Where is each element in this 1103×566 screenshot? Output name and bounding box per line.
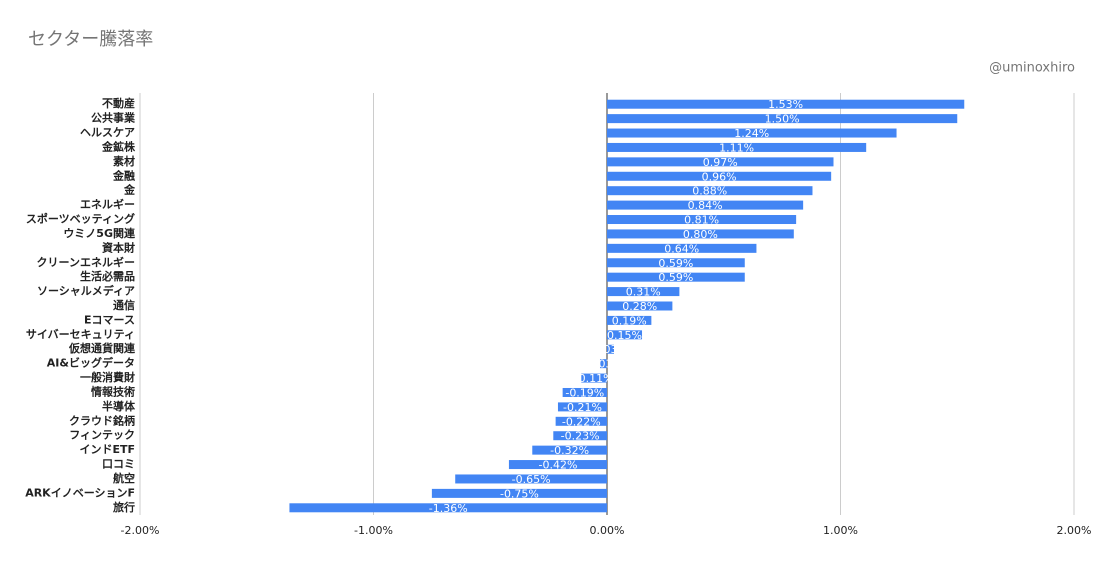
bar <box>607 287 680 297</box>
bar <box>289 503 607 513</box>
y-tick-label: 金融 <box>112 168 135 182</box>
value-label: 1.53% <box>768 98 803 111</box>
value-label: 0.88% <box>692 185 727 198</box>
bar <box>607 215 797 225</box>
value-label: -1.36% <box>429 502 468 515</box>
bar <box>607 114 958 124</box>
value-label: -0.65% <box>512 473 551 486</box>
x-tick-label: -1.00% <box>354 524 393 537</box>
value-label: -0.23% <box>561 430 600 443</box>
value-label: -0.75% <box>500 487 539 500</box>
bar <box>607 229 794 239</box>
bar <box>581 373 607 383</box>
value-label: 0.28% <box>622 300 657 313</box>
value-label: 0.96% <box>702 170 737 183</box>
x-tick-label: 0.00% <box>590 524 625 537</box>
bar <box>607 200 804 210</box>
bar <box>607 186 813 196</box>
value-label: 0.03% <box>593 343 628 356</box>
bar <box>607 330 643 340</box>
y-tick-label: スポーツベッティング <box>26 212 135 226</box>
x-tick-label: 2.00% <box>1057 524 1092 537</box>
y-tick-label: Eコマース <box>84 313 135 326</box>
y-tick-label: ARKイノベーションF <box>25 486 135 499</box>
value-label: -0.32% <box>550 444 589 457</box>
bar <box>553 431 607 441</box>
y-tick-label: 情報技術 <box>91 384 135 398</box>
y-tick-label: インドETF <box>79 443 135 456</box>
bar <box>555 416 607 426</box>
bar <box>607 142 867 152</box>
bar <box>455 474 607 484</box>
y-tick-label: 生活必需品 <box>80 269 135 283</box>
bar <box>431 488 607 498</box>
y-tick-label: エネルギー <box>80 197 135 211</box>
value-label: 0.64% <box>664 242 699 255</box>
y-tick-label: 不動産 <box>102 96 135 110</box>
value-label: -0.19% <box>565 386 604 399</box>
bar <box>607 315 652 325</box>
bar <box>532 445 607 455</box>
x-tick-label: -2.00% <box>121 524 160 537</box>
value-label: 0.19% <box>612 314 647 327</box>
bar <box>607 344 615 354</box>
value-label: -0.22% <box>562 415 601 428</box>
value-label: -0.03% <box>584 358 623 371</box>
bar <box>607 171 832 181</box>
y-tick-label: 公共事業 <box>91 111 136 125</box>
y-tick-label: 金鉱株 <box>101 139 136 153</box>
y-tick-label: ソーシャルメディア <box>37 284 135 298</box>
value-label: 0.97% <box>703 156 738 169</box>
value-label: 0.15% <box>607 329 642 342</box>
bar <box>562 387 607 397</box>
y-tick-label: 資本財 <box>102 240 135 254</box>
bar <box>607 128 897 138</box>
bar <box>607 258 745 268</box>
value-label: 0.84% <box>688 199 723 212</box>
y-tick-label: ヘルスケア <box>80 126 135 139</box>
y-tick-label: 素材 <box>113 154 135 168</box>
value-label: 1.50% <box>765 113 800 126</box>
bar <box>607 243 757 253</box>
y-tick-label: クリーンエネルギー <box>37 255 135 269</box>
y-tick-label: 金 <box>123 183 136 197</box>
y-tick-label: 旅行 <box>113 500 135 514</box>
y-tick-label: 仮想通貨関連 <box>68 341 136 355</box>
y-tick-label: 口コミ <box>102 458 135 471</box>
value-label: 0.59% <box>658 271 693 284</box>
bar <box>508 460 607 470</box>
y-tick-label: 通信 <box>113 298 135 312</box>
bar <box>607 272 745 282</box>
value-label: 0.59% <box>658 257 693 270</box>
value-label: 1.11% <box>719 141 754 154</box>
bar <box>607 301 673 311</box>
chart-title: セクター騰落率 <box>28 29 153 50</box>
value-label: 0.81% <box>684 214 719 227</box>
value-label: 0.31% <box>626 286 661 299</box>
bar <box>607 99 965 109</box>
bar <box>557 402 607 412</box>
y-tick-label: 半導体 <box>102 399 136 413</box>
y-tick-label: AI&ビッグデータ <box>47 356 135 370</box>
value-label: -0.42% <box>539 459 578 472</box>
y-tick-label: 一般消費財 <box>80 370 135 384</box>
y-tick-label: ウミノ5G関連 <box>63 226 136 240</box>
y-tick-label: フィンテック <box>69 429 135 442</box>
value-label: -0.21% <box>563 401 602 414</box>
bar <box>607 157 834 167</box>
bar <box>599 359 607 369</box>
x-tick-label: 1.00% <box>823 524 858 537</box>
y-tick-label: 航空 <box>113 471 135 485</box>
y-tick-label: クラウド銘柄 <box>69 413 135 427</box>
watermark: @uminoxhiro <box>989 61 1075 76</box>
value-label: 1.24% <box>734 127 769 140</box>
y-tick-label: サイバーセキュリティ <box>26 328 135 341</box>
value-label: -0.11% <box>575 372 614 385</box>
value-label: 0.80% <box>683 228 718 241</box>
